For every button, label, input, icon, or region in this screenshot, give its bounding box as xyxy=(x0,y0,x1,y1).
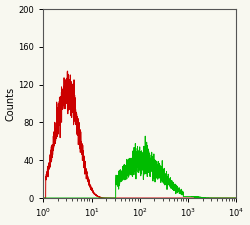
Y-axis label: Counts: Counts xyxy=(6,86,16,121)
